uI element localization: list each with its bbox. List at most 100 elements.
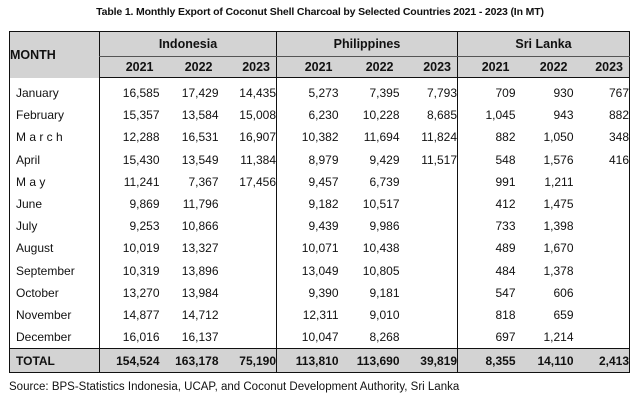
month-cell: June <box>16 197 43 212</box>
value-cell <box>574 326 630 349</box>
total-value-cell: 154,524 <box>99 348 160 373</box>
value-cell: 5,273 <box>276 77 339 105</box>
value-cell: 16,016 <box>99 326 160 349</box>
total-value-cell: 39,819 <box>399 348 458 373</box>
total-value-cell: 163,178 <box>159 348 219 373</box>
value-cell: 348 <box>608 130 629 145</box>
value-cell: 489 <box>457 237 516 260</box>
value-cell: 9,986 <box>369 219 400 234</box>
value-cell: 9,429 <box>369 152 400 167</box>
table-row: August 10,019 13,327 10,071 10,438 489 1,670 <box>10 237 630 260</box>
value-cell <box>219 326 277 349</box>
value-cell: 17,429 <box>181 86 219 101</box>
month-cell: July <box>16 219 38 234</box>
value-cell: 9,182 <box>276 192 339 216</box>
year-header-cell: 2022 <box>515 56 574 78</box>
value-cell: 17,456 <box>239 174 276 189</box>
value-cell: 12,288 <box>99 126 160 149</box>
country-header-philippines: Philippines <box>276 31 458 57</box>
value-cell: 8,268 <box>369 330 400 345</box>
value-cell: 8,685 <box>426 108 457 123</box>
value-cell: 11,694 <box>363 130 400 145</box>
value-cell: 13,270 <box>99 281 160 304</box>
value-cell: 1,475 <box>543 197 574 212</box>
value-cell: 6,230 <box>276 104 339 127</box>
month-header: MONTH <box>9 31 100 78</box>
month-cell: November <box>16 307 72 322</box>
value-cell <box>219 193 277 215</box>
value-cell <box>574 260 630 282</box>
value-cell: 10,866 <box>181 219 219 234</box>
month-cell: August <box>16 241 54 256</box>
total-value-cell: 14,110 <box>515 348 574 373</box>
value-cell <box>219 215 277 237</box>
total-value-cell: 113,690 <box>338 348 400 373</box>
value-cell <box>574 237 630 259</box>
value-cell: 7,367 <box>188 174 219 189</box>
value-cell: 11,796 <box>182 197 219 212</box>
country-header-sri-lanka: Sri Lanka <box>457 31 630 57</box>
year-header-cell: 2023 <box>399 56 458 78</box>
table-row: February 15,357 13,584 15,008 6,230 10,228 8,6… <box>10 104 630 127</box>
value-cell: 14,877 <box>99 303 160 327</box>
value-cell: 1,398 <box>543 219 574 234</box>
table-row: September 10,319 13,896 13,049 10,805 484 1,37… <box>10 259 630 282</box>
value-cell: 16,137 <box>181 330 219 345</box>
total-value-cell: 113,810 <box>276 348 339 373</box>
value-cell: 11,824 <box>421 130 457 145</box>
value-cell <box>400 282 458 304</box>
table-row: November 14,877 14,712 12,311 9,010 818 659 <box>10 303 630 327</box>
country-header-indonesia: Indonesia <box>99 31 277 57</box>
value-cell: 882 <box>608 108 629 123</box>
table-row: M a r c h 12,288 16,531 16,907 10,382 11,694 1… <box>10 126 630 149</box>
export-table: MONTH Indonesia Philippines Sri Lanka 20… <box>9 31 630 374</box>
value-cell: 11,517 <box>421 152 457 167</box>
value-cell: 13,896 <box>181 263 219 278</box>
value-cell <box>574 171 630 193</box>
value-cell: 15,430 <box>99 148 160 171</box>
value-cell: 10,438 <box>362 241 400 256</box>
value-cell: 16,907 <box>239 130 276 145</box>
month-cell: October <box>16 285 59 300</box>
value-cell: 10,382 <box>276 126 339 149</box>
value-cell: 10,071 <box>276 237 339 260</box>
value-cell: 484 <box>457 259 516 282</box>
source-note: Source: BPS-Statistics Indonesia, UCAP, … <box>9 381 460 393</box>
value-cell <box>400 215 458 237</box>
value-cell: 9,010 <box>369 307 400 322</box>
value-cell: 9,181 <box>369 285 400 300</box>
value-cell: 416 <box>608 152 629 167</box>
value-cell <box>400 326 458 349</box>
value-cell: 1,045 <box>457 104 516 127</box>
value-cell <box>574 304 630 326</box>
value-cell: 9,253 <box>99 215 160 238</box>
value-cell: 7,793 <box>426 86 457 101</box>
value-cell: 1,670 <box>543 241 574 256</box>
table-row: October 13,270 13,984 9,390 9,181 547 606 <box>10 281 630 304</box>
total-value-cell: 75,190 <box>218 348 277 373</box>
table-title: Table 1. Monthly Export of Coconut Shell… <box>96 6 544 18</box>
month-cell: February <box>16 108 65 123</box>
value-cell: 1,378 <box>543 263 574 278</box>
value-cell: 1,211 <box>544 174 574 189</box>
year-header-cell: 2022 <box>159 56 219 78</box>
value-cell: 547 <box>457 281 516 304</box>
value-cell: 10,047 <box>276 326 339 349</box>
total-label: TOTAL <box>9 348 100 373</box>
value-cell: 882 <box>457 126 516 149</box>
value-cell <box>400 171 458 193</box>
value-cell: 7,395 <box>369 86 400 101</box>
value-cell: 10,517 <box>362 197 400 212</box>
value-cell: 606 <box>553 285 574 300</box>
value-cell: 8,979 <box>276 148 339 171</box>
value-cell: 991 <box>457 170 516 193</box>
year-header-cell: 2022 <box>338 56 400 78</box>
value-cell: 13,049 <box>276 259 339 282</box>
value-cell: 9,439 <box>276 215 339 238</box>
month-cell: January <box>16 85 59 100</box>
value-cell: 659 <box>553 307 574 322</box>
value-cell <box>400 260 458 282</box>
value-cell <box>400 237 458 259</box>
value-cell <box>400 304 458 326</box>
month-cell: M a y <box>16 174 46 189</box>
